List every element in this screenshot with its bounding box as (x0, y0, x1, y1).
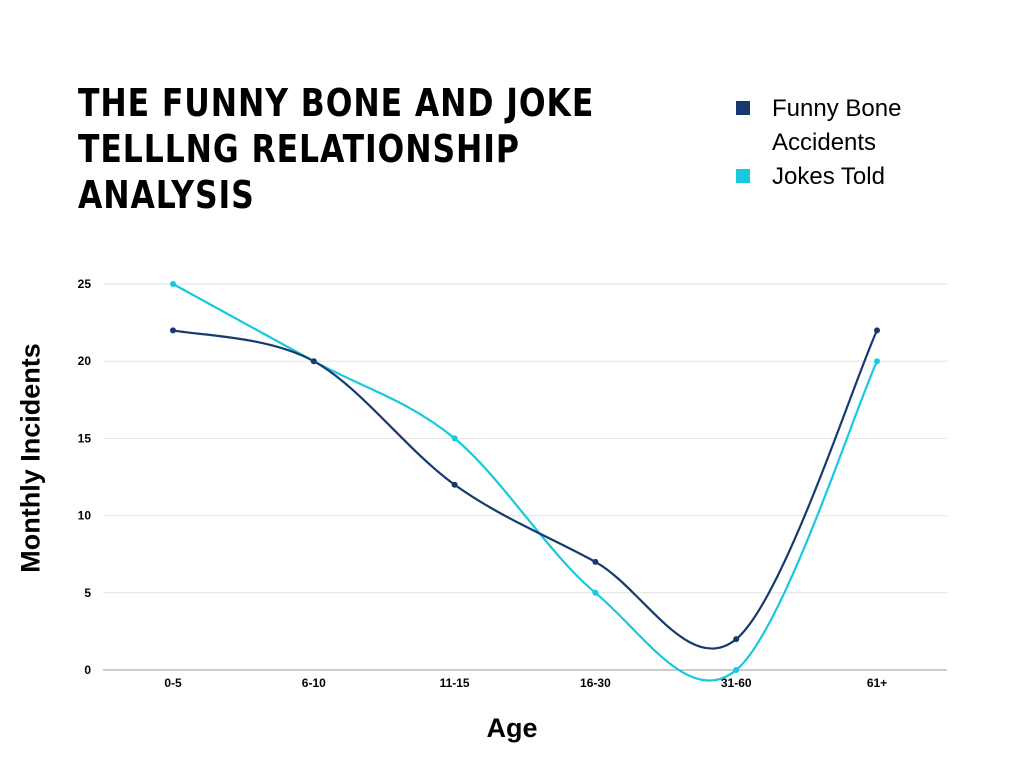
legend-swatch-funny-bone (736, 101, 750, 115)
legend-item-jokes-told: Jokes Told (736, 160, 1006, 194)
legend: Funny Bone Accidents Jokes Told (736, 92, 1006, 194)
point-funny-bone-accidents-11-15 (451, 481, 458, 488)
point-funny-bone-accidents-61+ (874, 327, 880, 334)
x-tick-label-6-10: 6-10 (302, 676, 326, 690)
legend-label-funny-bone: Funny Bone Accidents (772, 95, 902, 156)
point-jokes-told-31-60 (733, 667, 740, 673)
y-tick-label-10: 10 (78, 509, 92, 523)
x-tick-labels: 0-5 6-10 11-15 16-30 31-60 61+ (164, 676, 887, 690)
grid-lines (103, 283, 947, 671)
point-jokes-told-11-15 (451, 435, 458, 442)
y-tick-label-5: 5 (84, 586, 91, 600)
point-funny-bone-accidents-31-60 (733, 636, 740, 643)
point-funny-bone-accidents-16-30 (592, 558, 599, 565)
series-points (170, 281, 880, 673)
point-funny-bone-accidents-0-5 (170, 327, 176, 334)
point-funny-bone-accidents-6-10 (310, 358, 317, 365)
x-tick-label-31-60: 31-60 (721, 676, 752, 690)
y-tick-label-0: 0 (84, 663, 91, 677)
series-line-jokes-told (172, 283, 879, 682)
y-axis-label: Monthly Incidents (15, 343, 46, 573)
y-tick-label-25: 25 (78, 277, 92, 291)
point-jokes-told-61+ (874, 358, 880, 365)
x-tick-label-0-5: 0-5 (164, 676, 182, 690)
point-jokes-told-0-5 (170, 281, 176, 287)
legend-label-jokes-told: Jokes Told (772, 163, 885, 190)
x-tick-label-11-15: 11-15 (440, 676, 470, 690)
x-axis-label: Age (486, 713, 538, 743)
x-tick-label-61+: 61+ (867, 676, 887, 690)
y-tick-label-15: 15 (78, 431, 92, 445)
y-tick-label-20: 20 (78, 354, 92, 368)
x-tick-label-16-30: 16-30 (580, 676, 611, 690)
y-tick-labels: 0 5 10 15 20 25 (78, 277, 92, 677)
legend-swatch-jokes-told (736, 169, 750, 183)
chart-title: THE FUNNY BONE AND JOKE TELLLNG RELATION… (78, 81, 595, 217)
series-lines (172, 283, 879, 682)
legend-item-funny-bone: Funny Bone Accidents (736, 92, 1006, 160)
point-jokes-told-16-30 (592, 589, 599, 596)
series-line-funny-bone-accidents (172, 329, 879, 650)
